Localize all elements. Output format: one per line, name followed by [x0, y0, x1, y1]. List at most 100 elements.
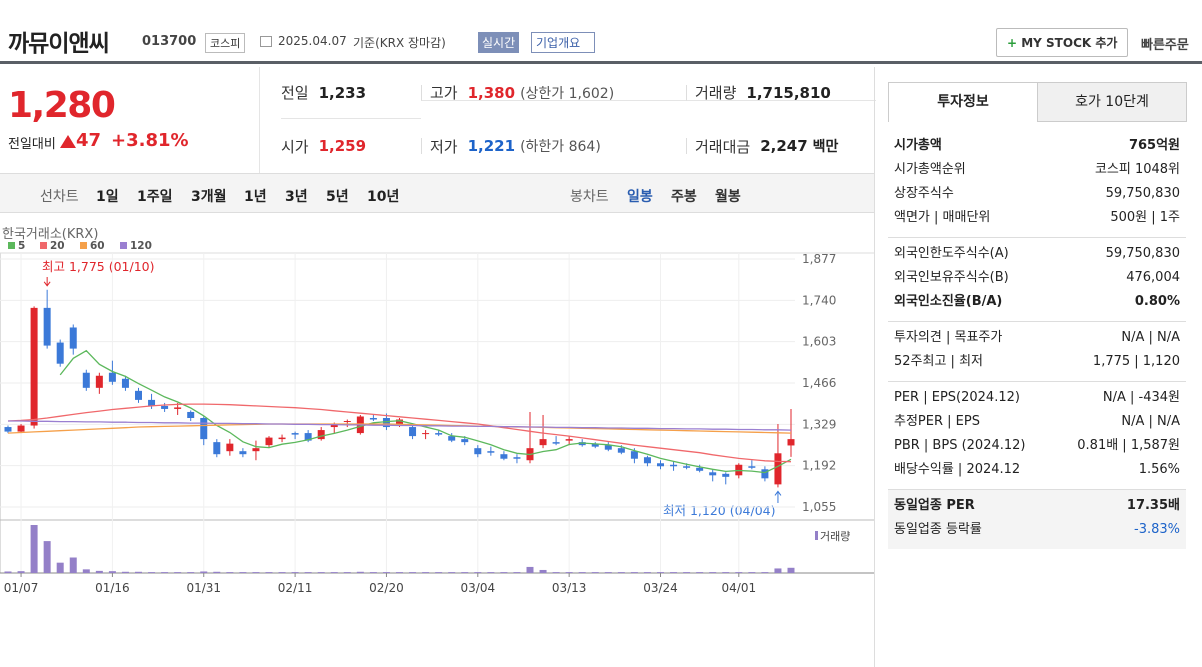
y-tick-label: 1,055 [802, 500, 836, 514]
period-tab[interactable]: 10년 [367, 189, 400, 205]
volume-bar [617, 572, 625, 573]
candle-body [461, 439, 469, 443]
basis: 기준(KRX 장마감) [353, 36, 446, 50]
candle-body [121, 378, 129, 388]
current-price: 1,280 [8, 85, 116, 126]
candle-tab[interactable]: 월봉 [715, 189, 741, 205]
candle-body [382, 417, 390, 428]
candle-body [148, 399, 156, 406]
summary-unit: 백만 [812, 139, 839, 155]
volume-bar [643, 572, 651, 573]
candle-body [709, 472, 717, 476]
volume-bar [108, 571, 116, 573]
info-label: 액면가 | 매매단위 [894, 210, 991, 225]
volume-bar [735, 572, 743, 573]
high-annotation: 최고 1,775 (01/10) [42, 259, 155, 274]
candle-body [683, 466, 691, 468]
volume-bar [591, 572, 599, 573]
candle-body [761, 469, 769, 479]
period-tab[interactable]: 5년 [326, 189, 349, 205]
candle-tab[interactable]: 일봉 [627, 189, 653, 205]
volume-bar [487, 572, 495, 573]
mystock-label: MY STOCK 추가 [1021, 36, 1118, 50]
volume-bar [213, 571, 221, 573]
info-row: 동일업종 등락률 -3.83% [888, 518, 1186, 542]
summary-cell: 저가 1,221 (하한가 864) [421, 137, 686, 156]
info-row: 상장주식수 59,750,830 [888, 182, 1186, 206]
volume-bar [17, 571, 25, 573]
change-label: 전일대비 [8, 137, 56, 152]
info-value: N/A | -434원 [1102, 390, 1180, 405]
candle-body [43, 307, 51, 346]
y-tick-label: 1,740 [802, 293, 836, 307]
volume-bar [30, 525, 38, 573]
volume-bar [657, 572, 664, 573]
volume-bar [356, 571, 364, 573]
candle-body [696, 467, 704, 471]
candle-body [591, 443, 599, 447]
mystock-button[interactable]: + MY STOCK 추가 [996, 28, 1129, 57]
price-box: 1,280 전일대비 47 +3.81% [0, 67, 260, 173]
overview-button[interactable]: 기업개요 [531, 32, 596, 53]
info-value: 765억원 [1128, 138, 1180, 153]
candle-body [239, 451, 247, 455]
x-tick-label: 01/16 [95, 581, 130, 595]
info-value: 500원 | 1주 [1110, 210, 1180, 225]
candle-body [643, 457, 651, 464]
legend-swatch [40, 242, 47, 249]
legend-label: 20 [50, 240, 65, 252]
summary-value: 1,715,810 [746, 83, 831, 102]
volume-bar [239, 572, 247, 573]
line-chart-label: 선차트 [40, 189, 79, 205]
info-row: 시가총액 765억원 [888, 134, 1186, 158]
volume-bar [526, 566, 534, 573]
volume-bar [226, 572, 234, 573]
volume-bar [174, 572, 182, 573]
stock-name: 까뮤이앤씨 [8, 31, 110, 57]
info-row: 외국인보유주식수(B) 476,004 [888, 266, 1186, 290]
candle-body [343, 421, 351, 423]
period-tab[interactable]: 1주일 [137, 189, 173, 205]
period-tab[interactable]: 3개월 [191, 189, 227, 205]
candle-body [265, 437, 273, 446]
chart: 한국거래소(KRX) 최고 1,775 (01/10) 최저 1,120 (04… [0, 227, 874, 595]
summary-label: 고가 [430, 84, 458, 102]
high-arrow [43, 277, 51, 287]
info-tab[interactable]: 투자정보 [888, 82, 1038, 122]
info-row: 액면가 | 매매단위 500원 | 1주 [888, 206, 1186, 230]
candle-body [630, 451, 638, 459]
candle-body [552, 442, 560, 444]
info-row: 추정PER | EPS N/A | N/A [888, 410, 1186, 434]
change-pct: +3.81% [111, 130, 189, 151]
info-value: N/A | N/A [1121, 330, 1180, 345]
quick-order[interactable]: 빠른주문 [1141, 38, 1189, 53]
legend-swatch [80, 242, 87, 249]
period-tab[interactable]: 1일 [96, 189, 119, 205]
volume-bar [448, 572, 456, 573]
candle-body [69, 327, 77, 349]
candle-chart-label: 봉차트 [570, 189, 609, 205]
candle-body [17, 425, 25, 432]
realtime-button[interactable]: 실시간 [478, 32, 520, 53]
volume-bar [683, 572, 691, 573]
info-label: 52주최고 | 최저 [894, 354, 983, 369]
period-tab[interactable]: 3년 [285, 189, 308, 205]
x-tick-label: 02/11 [278, 581, 313, 595]
volume-bar [461, 572, 469, 573]
calendar-icon [260, 36, 272, 47]
volume-bar [513, 572, 521, 573]
divider [874, 67, 875, 667]
candle-tab[interactable]: 주봉 [671, 189, 697, 205]
info-groups: 시가총액 765억원 시가총액순위 코스피 1048위 상장주식수 59,750,830 액… [888, 130, 1186, 549]
y-tick-label: 1,192 [802, 459, 836, 473]
info-group: 동일업종 PER 17.35배 동일업종 등락률 -3.83% [888, 490, 1186, 549]
summary-cell: 거래대금 2,247 백만 [686, 137, 876, 156]
candle-body [617, 448, 625, 453]
volume-bar [761, 572, 769, 573]
candle-body [304, 433, 312, 441]
period-tab[interactable]: 1년 [244, 189, 267, 205]
market-badge: 코스피 [205, 33, 246, 53]
orderbook-tab[interactable]: 호가 10단계 [1037, 82, 1187, 122]
candle-body [135, 390, 142, 400]
